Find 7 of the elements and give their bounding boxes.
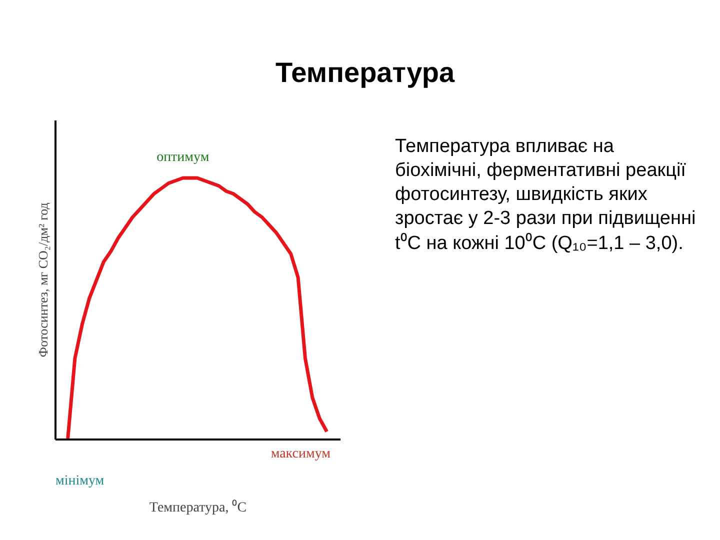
text: максимум	[270, 446, 331, 462]
text: Температура впливає на біохімічні, ферментативні реакції фотосинтезу, швидкість яких зростає у 2-3 рази при підвищенні t⁰C на кожні 10⁰C (Q₁₀=1,1 – 3,0).	[395, 135, 697, 256]
x-axis-title: Температура, ⁰С	[149, 500, 247, 516]
text: оптимум	[156, 150, 210, 165]
chart-title: Температура	[275, 56, 455, 90]
y-axis-title: Фотосинтез, мг CO₂/дм² год	[36, 202, 50, 358]
text: мінімум	[56, 474, 104, 488]
